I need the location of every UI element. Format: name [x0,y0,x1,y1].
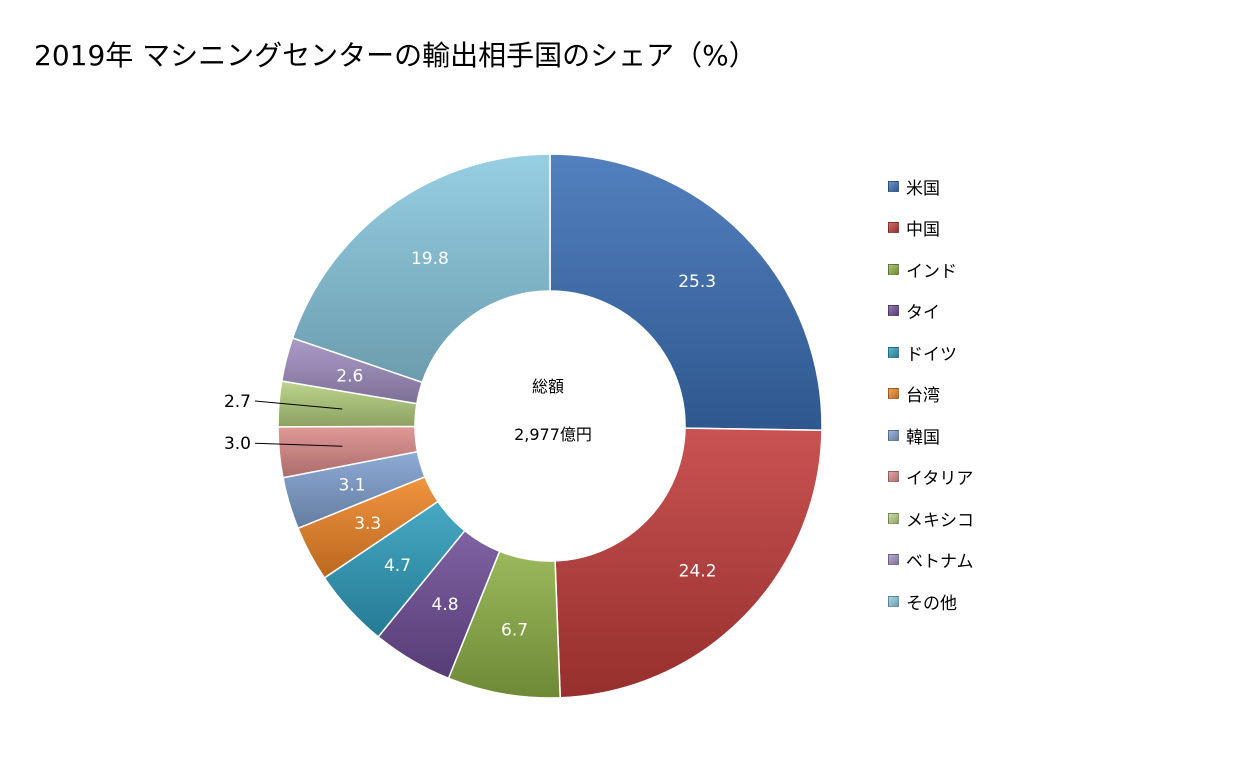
legend-item-タイ: タイ [888,300,940,323]
legend-swatch [888,595,899,607]
legend-swatch [888,305,899,316]
legend-label: 中国 [906,220,940,240]
slice-label-韓国: 3.1 [339,476,366,496]
legend-swatch [888,388,899,399]
legend-swatch [888,429,899,441]
center-label: 総額 [532,377,564,396]
slice-label-その他: 19.8 [411,249,449,269]
slice-label-インド: 6.7 [501,620,528,640]
leader-lines [254,400,343,447]
legend-swatch [888,222,899,233]
legend-item-台湾: 台湾 [888,383,940,406]
legend-swatch [888,471,899,482]
legend-label: 韓国 [906,427,940,448]
chart-title: 2019年 マシニングセンターの輸出相手国のシェア（%） [34,39,757,72]
legend-swatch [888,263,899,275]
legend-label: イタリア [906,469,974,489]
legend-label: 台湾 [906,386,940,406]
leader-line-メキシコ [254,400,343,410]
center-total: 2,977億円 [514,425,592,444]
slice-label-イタリア: 3.0 [224,434,251,454]
legend-swatch [888,346,899,358]
legend-label: その他 [906,593,957,614]
slice-label-中国: 24.2 [679,561,717,581]
legend-swatch [888,512,899,524]
legend-item-韓国: 韓国 [888,424,940,448]
leader-line-イタリア [254,442,343,447]
slice-label-台湾: 3.3 [354,514,381,534]
slice-labels: 25.3 24.2 6.7 4.8 4.7 3.3 3.1 3.0 2.7 2.6 19.8 [224,249,717,640]
slice-label-米国: 25.3 [678,272,716,292]
legend-item-イタリア: イタリア [888,466,974,489]
slice-中国 [554,427,823,699]
legend-item-中国: 中国 [888,217,940,240]
legend-label: ドイツ [906,344,957,365]
legend-label: メキシコ [906,510,974,531]
legend-item-メキシコ: メキシコ [888,507,974,531]
slice-label-タイ: 4.8 [432,595,459,615]
slice-米国 [549,153,823,432]
legend-swatch [888,180,899,192]
slice-label-ドイツ: 4.7 [384,556,411,576]
legend-item-その他: その他 [888,590,957,614]
legend-label: インド [906,261,957,282]
slice-その他 [291,153,551,384]
slice-label-メキシコ: 2.7 [224,392,251,412]
donut-slices [277,153,823,699]
legend-item-ドイツ: ドイツ [888,341,957,365]
legend-item-インド: インド [888,258,957,282]
legend-item-米国: 米国 [888,175,940,199]
legend-label: タイ [906,303,940,323]
legend-item-ベトナム: ベトナム [888,549,974,572]
slice-label-ベトナム: 2.6 [336,366,363,386]
legend-swatch [888,554,899,565]
legend-label: 米国 [906,178,940,199]
legend-label: ベトナム [906,552,974,572]
